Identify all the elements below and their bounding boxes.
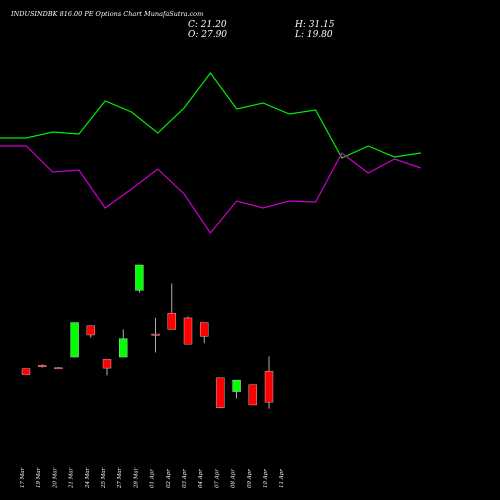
x-tick-label: 01 Apr <box>150 469 156 488</box>
low-value: L: 19.80 <box>294 30 333 40</box>
candle-down <box>151 333 160 336</box>
magenta-indicator-line <box>0 145 421 235</box>
candles <box>21 264 274 409</box>
x-tick-label: 20 Mar <box>52 467 58 489</box>
high-value: H: 31.15 <box>294 20 335 30</box>
x-tick-label: 25 Mar <box>101 467 107 489</box>
candle-up <box>135 264 144 291</box>
x-tick-label: 02 Apr <box>166 469 172 488</box>
x-tick-label: 03 Apr <box>182 469 188 488</box>
x-tick-label: 24 Mar <box>85 467 91 489</box>
x-tick-label: 27 Mar <box>117 467 123 489</box>
candle-up <box>232 379 241 392</box>
x-tick-label: 17 Mar <box>20 467 26 488</box>
candle-down <box>86 325 96 336</box>
candle-down <box>21 368 31 375</box>
candle-down <box>38 365 47 367</box>
x-tick-label: 11 Apr <box>279 469 285 488</box>
candle-down <box>167 313 177 330</box>
candle-down <box>102 359 112 369</box>
candle-down <box>183 317 193 345</box>
candle-down <box>248 384 258 406</box>
indicator-lines <box>0 71 421 235</box>
x-tick-label: 07 Apr <box>214 469 220 488</box>
candle-down <box>216 377 225 408</box>
x-tick-label: 09 Apr <box>247 469 253 488</box>
x-axis-ticks: 17 Mar 19 Mar 20 Mar 21 Mar 24 Mar 25 Mar 27 M… <box>20 467 285 489</box>
open-value: O: 27.90 <box>188 30 227 40</box>
candle-down <box>54 367 63 370</box>
chart-title: INDUSINDBK 816.00 PE Options Chart Munaf… <box>10 10 203 18</box>
x-tick-label: 28 Mar <box>133 467 139 489</box>
x-tick-label: 19 Mar <box>36 467 42 488</box>
close-value: C: 21.20 <box>188 20 227 30</box>
x-tick-label: 10 Apr <box>263 469 269 488</box>
candle-up <box>70 322 79 358</box>
x-tick-label: 21 Mar <box>69 467 75 489</box>
candle-down <box>199 322 209 337</box>
x-tick-label: 08 Apr <box>231 469 237 488</box>
candle-up <box>118 338 128 358</box>
green-indicator-line <box>0 71 421 159</box>
candle-down <box>264 371 274 403</box>
x-tick-label: 04 Apr <box>198 469 204 488</box>
